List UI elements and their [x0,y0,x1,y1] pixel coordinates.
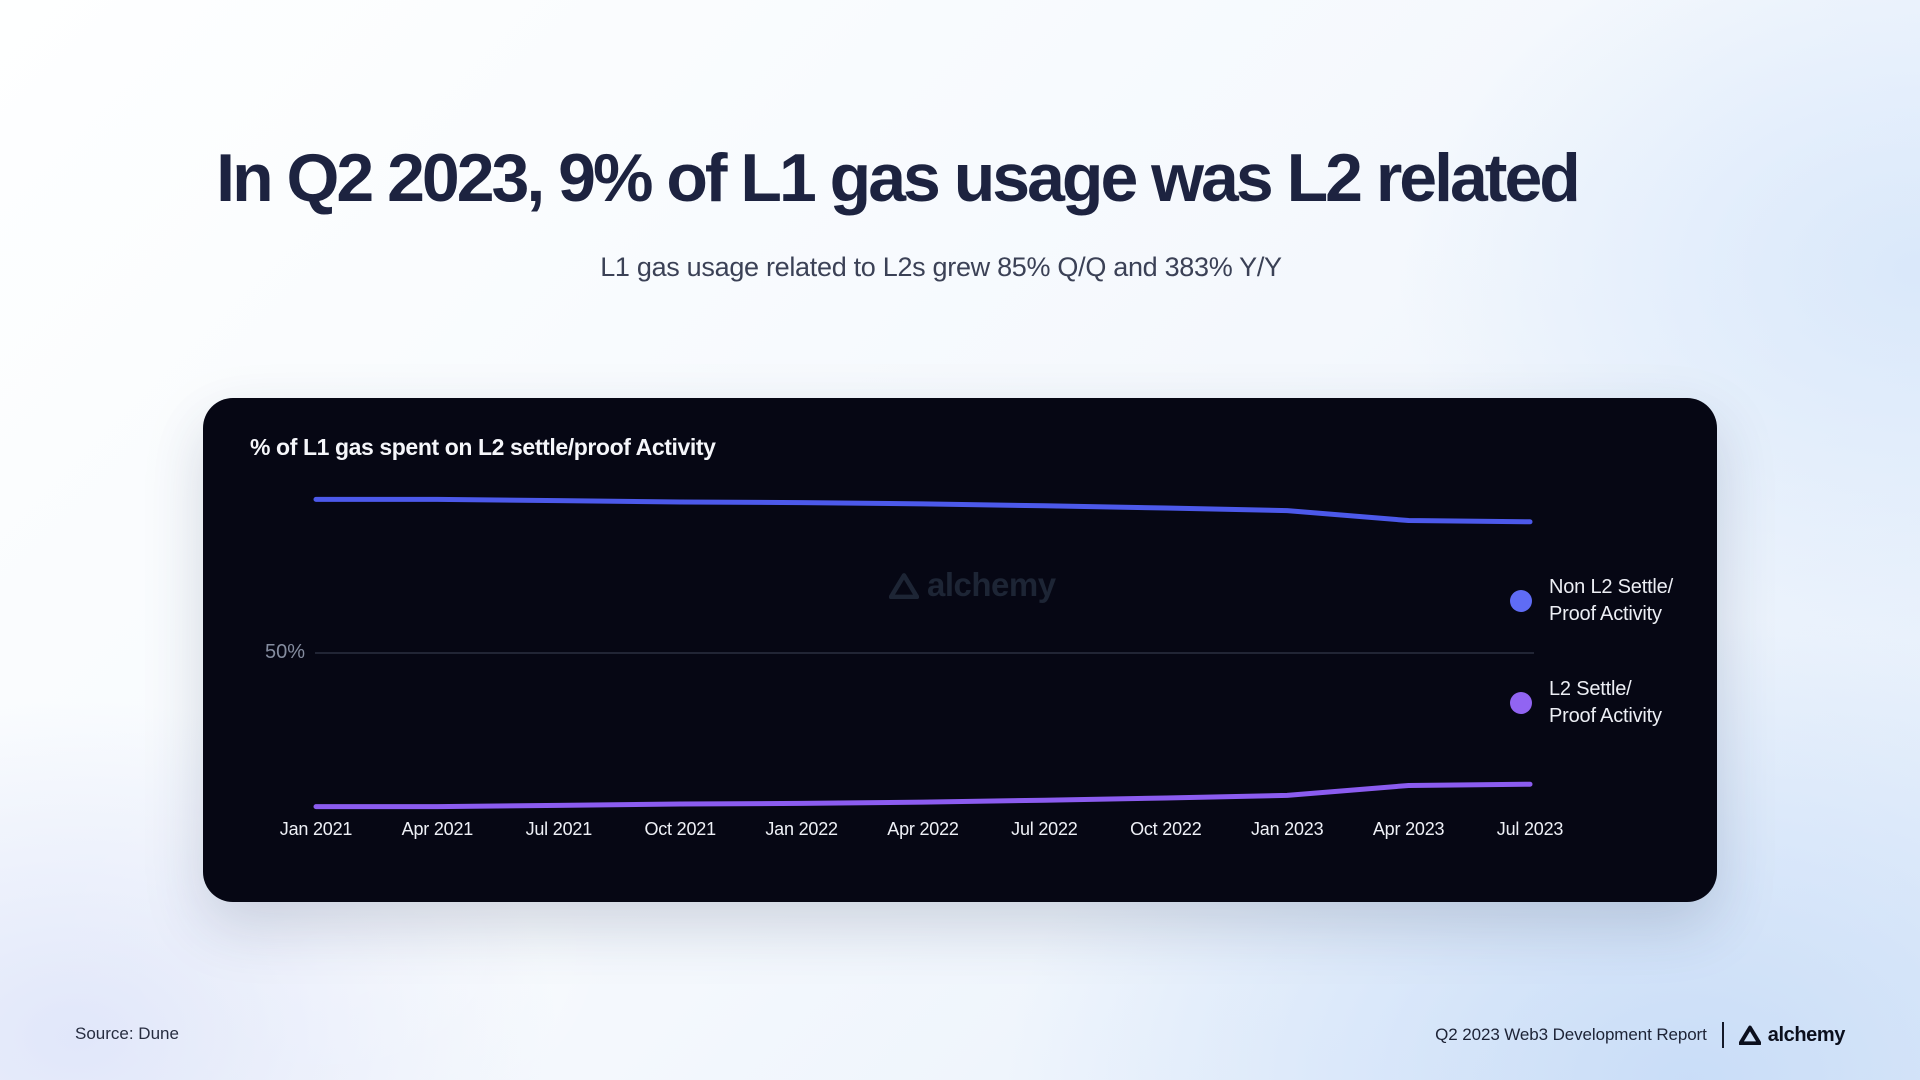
x-axis-tick-label: Apr 2022 [887,819,959,839]
legend-label-l2: L2 Settle/ Proof Activity [1549,678,1662,727]
chart-card: % of L1 gas spent on L2 settle/proof Act… [203,398,1717,902]
x-axis-tick-label: Jul 2021 [525,819,593,839]
footer-brand: alchemy [1738,1023,1846,1047]
chart-legend: Non L2 Settle/ Proof Activity L2 Settle/… [1510,574,1673,730]
line-chart [313,496,1534,810]
chart-title: % of L1 gas spent on L2 settle/proof Act… [250,434,716,460]
x-axis-tick-label: Oct 2021 [644,819,716,839]
x-axis-tick-label: Jul 2023 [1496,819,1564,839]
y-axis-gridline-label: 50% [264,641,305,663]
x-axis-tick-label: Jul 2022 [1011,819,1078,839]
alchemy-wordmark: alchemy [1767,1023,1846,1046]
legend-label-non-l2: Non L2 Settle/ Proof Activity [1549,576,1673,625]
watermark: alchemy [889,566,1056,604]
alchemy-logo-icon [889,572,919,599]
watermark-text: alchemy [927,566,1056,603]
alchemy-logo-icon [1738,1025,1761,1045]
legend-dot-non-l2 [1510,590,1532,612]
slide-subtitle: L1 gas usage related to L2s grew 85% Q/Q… [600,252,1282,282]
legend-dot-l2 [1510,692,1532,714]
x-axis-tick-label: Jan 2022 [765,819,838,839]
source-note: Source: Dune [75,1024,179,1043]
x-axis-tick-label: Apr 2023 [1372,819,1445,839]
x-axis-tick-label: Jan 2023 [1250,819,1324,839]
x-axis: Jan 2021 Apr 2021 Jul 2021 Oct 2021 Jan 2022… [203,398,1717,902]
x-axis-tick-label: Apr 2021 [401,819,474,839]
x-axis-tick-label: Jan 2021 [279,819,353,839]
legend-entry-non-l2: Non L2 Settle/ Proof Activity [1510,574,1673,628]
report-name: Q2 2023 Web3 Development Report [1435,1025,1707,1044]
footer-right: Q2 2023 Web3 Development Report alchemy [1435,1021,1845,1049]
footer-divider [1721,1022,1724,1048]
slide-title: In Q2 2023, 9% of L1 gas usage was L2 re… [216,140,1581,216]
legend-entry-l2: L2 Settle/ Proof Activity [1510,676,1673,730]
x-axis-tick-label: Oct 2022 [1130,819,1202,839]
